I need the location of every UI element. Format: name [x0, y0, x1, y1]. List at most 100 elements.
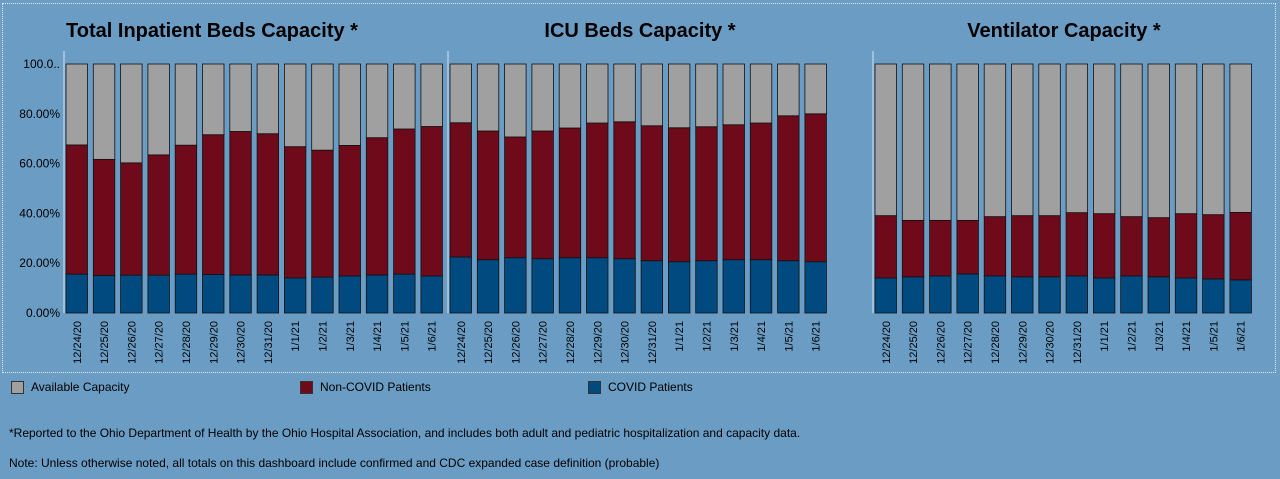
bar-segment-available [65, 63, 88, 146]
bar-segment-available [147, 63, 170, 156]
bar-segment-non_covid [92, 158, 116, 276]
bar-segment-non_covid [65, 144, 88, 275]
bar-segment-covid [640, 260, 663, 314]
bar-segment-covid [929, 275, 952, 314]
bar-segment-available [256, 63, 280, 135]
bar-segment-available [1038, 63, 1061, 217]
bar-segment-covid [202, 274, 225, 314]
bar-segment-non_covid [147, 154, 170, 276]
x-tick-label: 1/5/21 [783, 321, 795, 352]
bar-segment-available [558, 63, 582, 129]
bar-segment-covid [1120, 275, 1143, 314]
bar-segment-covid [1011, 276, 1034, 314]
bar-segment-non_covid [1147, 217, 1170, 278]
bar-segment-non_covid [229, 131, 252, 276]
bar-segment-non_covid [420, 126, 443, 277]
bar-segment-available [874, 63, 897, 217]
bar-segment-available [695, 63, 718, 128]
bar-segment-available [449, 63, 472, 124]
bar-segment-available [749, 63, 773, 124]
x-tick-label: 12/28/20 [181, 321, 193, 364]
bar-segment-non_covid [1229, 212, 1252, 281]
bar-segment-available [983, 63, 1007, 218]
x-tick-label: 12/24/20 [881, 321, 893, 364]
x-tick-label: 12/30/20 [620, 321, 632, 364]
legend-item-available[interactable]: Available Capacity [11, 379, 130, 395]
bar-segment-non_covid [1093, 213, 1116, 279]
x-tick-label: 12/30/20 [1045, 321, 1057, 364]
bar-segment-covid [804, 261, 827, 314]
x-tick-label: 12/29/20 [1017, 321, 1029, 364]
bar-segment-non_covid [1202, 214, 1225, 280]
bar-segment-covid [1174, 277, 1198, 314]
bar-segment-available [504, 63, 527, 138]
bar-segment-covid [120, 274, 143, 314]
bar-segment-non_covid [558, 127, 582, 259]
bar-segment-available [1174, 63, 1198, 215]
bar-segment-covid [1065, 275, 1088, 314]
legend-label-non-covid: Non-COVID Patients [320, 380, 431, 394]
x-tick-label: 1/4/21 [756, 321, 768, 352]
bar-segment-non_covid [531, 130, 554, 260]
x-tick-label: 12/25/20 [99, 321, 111, 364]
bar-segment-available [804, 63, 827, 115]
legend-label-covid: COVID Patients [608, 380, 693, 394]
bar-segment-available [1229, 63, 1252, 213]
x-tick-label: 1/5/21 [399, 321, 411, 352]
bar-segment-non_covid [695, 126, 718, 262]
x-tick-label: 12/24/20 [72, 321, 84, 364]
bar-segment-non_covid [1011, 215, 1034, 278]
legend-swatch-non-covid [300, 380, 313, 394]
bar-segment-non_covid [804, 113, 827, 263]
bar-segment-non_covid [668, 127, 691, 263]
x-tick-label: 1/5/21 [1208, 321, 1220, 352]
bar-segment-covid [956, 273, 979, 314]
bar-segment-covid [1202, 278, 1225, 314]
x-tick-label: 1/3/21 [1154, 321, 1166, 352]
legend-item-covid[interactable]: COVID Patients [588, 379, 693, 395]
bar-segment-non_covid [476, 130, 500, 261]
x-tick-label: 1/4/21 [1181, 321, 1193, 352]
bar-segment-covid [531, 258, 554, 314]
bar-segment-non_covid [120, 162, 143, 276]
bar-segment-non_covid [338, 145, 361, 277]
bar-segment-available [202, 63, 225, 136]
x-tick-label: 1/4/21 [372, 321, 384, 352]
x-tick-label: 1/6/21 [811, 321, 823, 352]
bar-segment-covid [558, 257, 582, 314]
bar-segment-available [586, 63, 609, 124]
bar-segment-non_covid [449, 122, 472, 258]
chart-title-0: Total Inpatient Beds Capacity * [66, 20, 358, 42]
bar-segment-covid [695, 260, 718, 314]
x-tick-label: 1/6/21 [427, 321, 439, 352]
bar-segment-covid [283, 277, 307, 314]
bar-segment-covid [1038, 276, 1061, 314]
chart-title-2: Ventilator Capacity * [967, 20, 1161, 42]
x-tick-label: 1/2/21 [1126, 321, 1138, 352]
bar-segment-non_covid [393, 128, 416, 275]
x-tick-label: 12/26/20 [935, 321, 947, 364]
bar-segment-non_covid [874, 215, 897, 279]
chart-title-1: ICU Beds Capacity * [544, 20, 735, 42]
bar-segment-covid [983, 275, 1007, 314]
x-tick-label: 12/27/20 [963, 321, 975, 364]
bar-segment-non_covid [1120, 216, 1143, 277]
bar-segment-covid [901, 276, 925, 314]
bar-segment-non_covid [202, 134, 225, 275]
legend-item-non-covid[interactable]: Non-COVID Patients [300, 379, 431, 395]
bar-segment-available [1065, 63, 1088, 214]
bar-segment-covid [393, 273, 416, 314]
x-tick-label: 12/30/20 [236, 321, 248, 364]
bar-segment-available [365, 63, 389, 139]
bar-segment-available [92, 63, 116, 160]
y-tick-label: 80.00% [19, 107, 60, 121]
bar-segment-available [531, 63, 554, 132]
bar-segment-covid [365, 274, 389, 314]
bar-segment-non_covid [983, 216, 1007, 277]
y-tick-label: 20.00% [19, 256, 60, 270]
y-tick-label: 0.00% [26, 306, 60, 320]
y-tick-label: 100.0.. [23, 57, 60, 71]
bar-segment-covid [449, 256, 472, 314]
x-tick-label: 1/2/21 [701, 321, 713, 352]
capacity-charts: Total Inpatient Beds Capacity * 100.0.. 80… [19, 20, 1252, 364]
